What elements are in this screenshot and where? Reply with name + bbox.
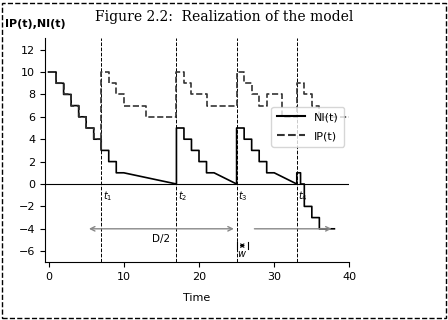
- Text: $t_2$: $t_2$: [178, 189, 187, 204]
- IP(t): [106, 70, 112, 74]
- IP(t): [46, 70, 51, 74]
- IP(t): [294, 81, 299, 85]
- IP(t): [121, 104, 126, 108]
- Text: D/2: D/2: [152, 234, 170, 244]
- Text: Figure 2.2:  Realization of the model: Figure 2.2: Realization of the model: [95, 10, 353, 24]
- NI(t): [53, 81, 59, 85]
- NI(t): [332, 227, 337, 231]
- IP(t): [204, 92, 209, 96]
- IP(t): [83, 115, 89, 119]
- IP(t): [294, 81, 299, 85]
- NI(t): [46, 70, 51, 74]
- Text: $t_4$: $t_4$: [298, 189, 308, 204]
- NI(t): [196, 160, 202, 164]
- NI(t): [257, 148, 262, 152]
- NI(t): [69, 104, 74, 108]
- NI(t): [317, 227, 322, 231]
- Text: IP(t),NI(t): IP(t),NI(t): [5, 20, 66, 29]
- Text: $w$: $w$: [237, 249, 247, 259]
- Text: $t_3$: $t_3$: [238, 189, 248, 204]
- Legend: NI(t), IP(t): NI(t), IP(t): [271, 107, 344, 147]
- IP(t): [347, 115, 352, 119]
- Line: IP(t): IP(t): [48, 72, 349, 150]
- Line: NI(t): NI(t): [48, 72, 334, 229]
- Text: $t_1$: $t_1$: [103, 189, 112, 204]
- NI(t): [83, 115, 89, 119]
- IP(t): [99, 148, 104, 152]
- NI(t): [99, 148, 104, 152]
- X-axis label: Time: Time: [184, 293, 211, 303]
